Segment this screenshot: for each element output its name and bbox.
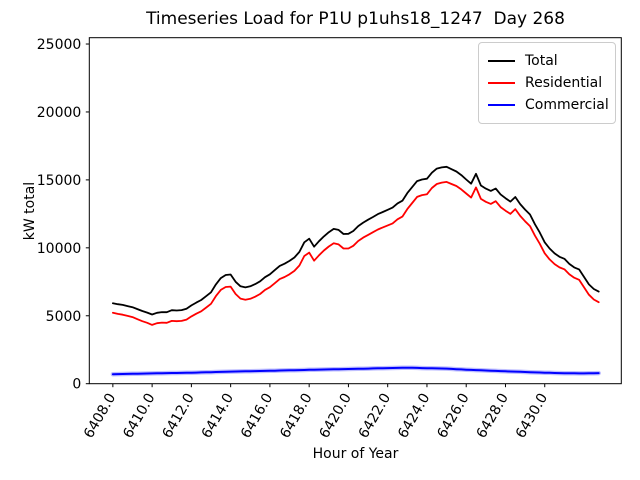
- chart-title: Timeseries Load for P1U p1uhs18_1247 Day…: [146, 9, 565, 29]
- legend-line-commercial: [488, 104, 515, 106]
- legend-entry-residential: Residential: [488, 72, 615, 94]
- y-axis-tick-label: 20000: [37, 105, 82, 121]
- legend-label-residential: Residential: [525, 75, 603, 91]
- series-total-line: [112, 165, 600, 316]
- legend-entry-commercial: Commercial: [488, 94, 615, 116]
- x-axis-tick-label: 6424.0: [395, 391, 433, 441]
- y-axis-tick-label: 10000: [37, 241, 82, 257]
- x-axis-tick-label: 6420.0: [317, 391, 355, 441]
- axes-frame: [88, 37, 622, 385]
- legend-line-total: [488, 60, 515, 62]
- x-axis-tick-label: 6410.0: [120, 391, 158, 441]
- x-axis-tick-label: 6430.0: [513, 391, 551, 441]
- y-axis-tick-label: 25000: [37, 37, 82, 53]
- x-axis-tick-label: 6418.0: [277, 391, 315, 441]
- y-axis-label: kW total: [22, 181, 38, 241]
- y-axis-tick-label: 5000: [46, 309, 82, 325]
- x-axis-tick-label: 6412.0: [159, 391, 197, 441]
- y-axis-tick-label: 15000: [37, 173, 82, 189]
- series-commercial-line: [111, 366, 600, 376]
- legend-box: Total Residential Commercial: [478, 42, 616, 124]
- x-axis-tick-label: 6408.0: [81, 391, 119, 441]
- series-residential-line: [112, 180, 600, 326]
- legend-line-residential: [488, 82, 515, 84]
- y-axis-tick-label: 0: [72, 377, 81, 393]
- x-axis-tick-label: 6428.0: [474, 391, 512, 441]
- legend-label-total: Total: [525, 53, 558, 69]
- x-axis-tick-label: 6426.0: [434, 391, 472, 441]
- legend-entry-total: Total: [488, 50, 615, 72]
- x-axis-label: Hour of Year: [312, 446, 399, 462]
- x-axis-tick-label: 6416.0: [238, 391, 276, 441]
- x-axis-tick-label: 6422.0: [356, 391, 394, 441]
- legend-label-commercial: Commercial: [525, 97, 609, 113]
- x-axis-tick-label: 6414.0: [199, 391, 237, 441]
